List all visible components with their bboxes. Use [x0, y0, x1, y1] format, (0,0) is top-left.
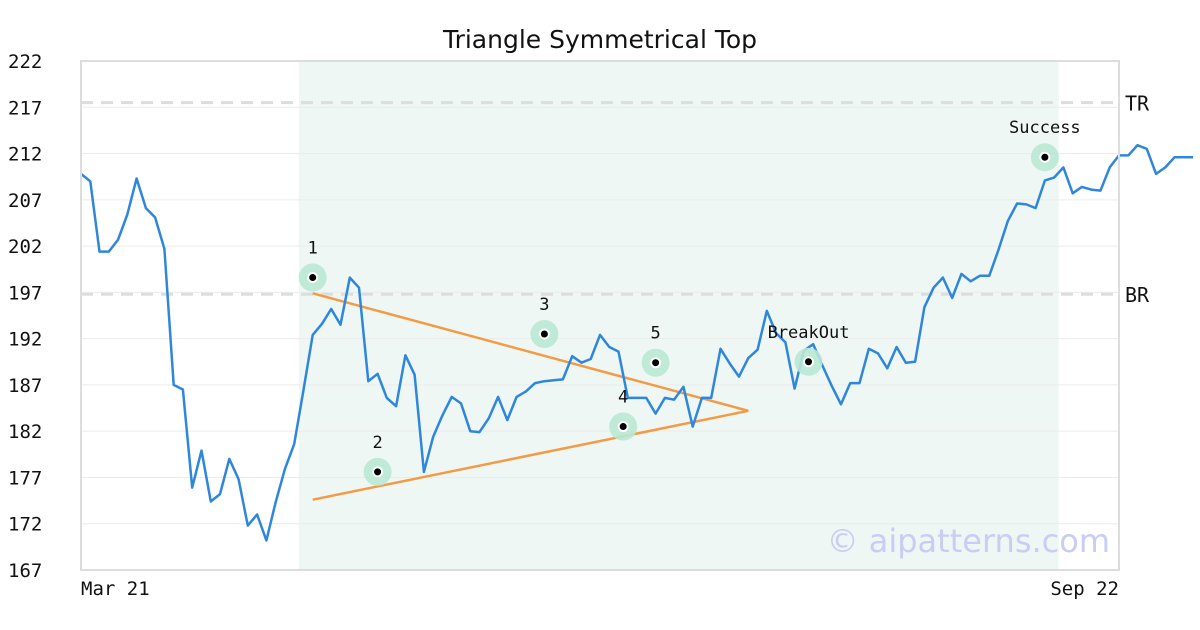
reference-label: TR [1125, 92, 1150, 116]
trendline [312, 292, 749, 413]
point-label: BreakOut [768, 323, 850, 343]
point-label: 1 [308, 239, 318, 259]
grid-layer [81, 60, 1119, 571]
highlight-region-layer [298, 61, 1059, 570]
point-dot [374, 468, 382, 476]
point-dot [1041, 153, 1049, 161]
y-axis-ticks: 167 172 177 182 187 192 197 202 207 212 217 222 [8, 51, 42, 582]
pattern-point: 3 [530, 295, 559, 349]
y-tick-label: 182 [8, 421, 42, 443]
pattern-region [298, 61, 1059, 570]
y-tick-label: 172 [8, 514, 42, 536]
chart-title: Triangle Symmetrical Top [442, 25, 757, 54]
pattern-point: 4 [609, 388, 638, 441]
watermark: © aipatterns.com [827, 522, 1110, 560]
y-tick-label: 212 [8, 144, 42, 166]
y-tick-label: 222 [8, 51, 42, 73]
point-dot [540, 330, 548, 338]
point-dot [309, 274, 317, 282]
pattern-point-layer: 1 2 3 4 5 BreakOut Success [298, 118, 1081, 486]
point-dot [652, 359, 660, 367]
x-axis-ticks: Mar 21 Sep 22 [81, 578, 1119, 600]
reference-line-layer: TR BR [81, 92, 1150, 307]
point-label: 4 [618, 388, 628, 408]
pattern-point: BreakOut [768, 323, 850, 376]
pattern-point: 5 [641, 324, 670, 377]
x-tick-label: Sep 22 [1050, 578, 1119, 600]
y-tick-label: 202 [8, 236, 42, 258]
trendline-layer [312, 292, 749, 501]
point-label: 3 [539, 295, 549, 315]
y-tick-label: 197 [8, 282, 42, 304]
pattern-point: Success [1009, 118, 1081, 172]
price-series-layer [80, 143, 1194, 542]
trendline [312, 409, 749, 501]
point-label: Success [1009, 118, 1081, 138]
y-tick-label: 217 [8, 97, 42, 119]
pattern-point: 1 [298, 239, 327, 292]
plot-frame [80, 60, 1120, 571]
point-dot [805, 358, 813, 366]
point-label: 2 [372, 433, 382, 453]
price-line [80, 143, 1194, 542]
pattern-point: 2 [363, 433, 392, 486]
x-tick-label: Mar 21 [81, 578, 150, 600]
y-tick-label: 187 [8, 375, 42, 397]
y-tick-label: 192 [8, 329, 42, 351]
reference-label: BR [1125, 283, 1150, 307]
point-dot [619, 423, 627, 431]
y-tick-label: 167 [8, 560, 42, 582]
point-label: 5 [650, 324, 660, 344]
y-tick-label: 177 [8, 467, 42, 489]
y-tick-label: 207 [8, 190, 42, 212]
